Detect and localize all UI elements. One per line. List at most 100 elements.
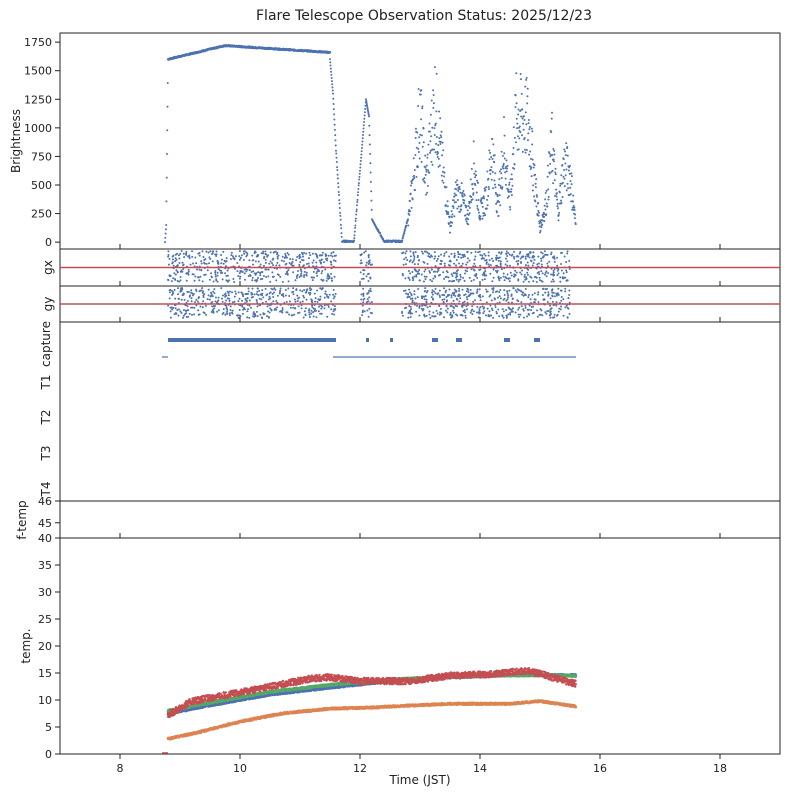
brightness-point	[469, 212, 471, 214]
brightness-point	[466, 220, 468, 222]
brightness-point	[331, 86, 333, 88]
brightness-point	[457, 199, 459, 201]
brightness-point	[441, 175, 443, 177]
gy-point	[234, 291, 236, 293]
brightness-point	[425, 169, 427, 171]
brightness-point	[361, 147, 363, 149]
gx-point	[536, 281, 538, 283]
gx-point	[456, 279, 458, 281]
brightness-point	[426, 171, 428, 173]
gy-point	[171, 308, 173, 310]
gy-point	[242, 313, 244, 315]
gy-point	[542, 294, 544, 296]
gy-point	[552, 317, 554, 319]
gx-point	[269, 281, 271, 283]
gy-point	[410, 316, 412, 318]
brightness-point	[526, 77, 528, 79]
brightness-point	[421, 107, 423, 109]
gx-point	[505, 253, 507, 255]
gx-point	[284, 253, 286, 255]
gy-point	[251, 293, 253, 295]
brightness-point	[451, 222, 453, 224]
gy-point	[171, 294, 173, 296]
gy-point	[368, 290, 370, 292]
gx-point	[499, 256, 501, 258]
brightness-point	[535, 206, 537, 208]
gx-point	[486, 261, 488, 263]
gy-point	[472, 292, 474, 294]
gx-point	[259, 274, 261, 276]
brightness-point	[538, 212, 540, 214]
brightness-point	[471, 183, 473, 185]
gx-point	[556, 257, 558, 259]
gx-point	[168, 274, 170, 276]
gx-point	[327, 275, 329, 277]
brightness-point	[516, 127, 518, 129]
brightness-point	[455, 194, 457, 196]
gx-point	[421, 273, 423, 275]
brightness-point	[414, 154, 416, 156]
brightness-point	[545, 192, 547, 194]
gy-point	[366, 309, 368, 311]
gx-point	[321, 270, 323, 272]
gy-point	[515, 311, 517, 313]
gx-point	[495, 259, 497, 261]
brightness-point	[523, 119, 525, 121]
gx-point	[544, 250, 546, 252]
gy-point	[279, 291, 281, 293]
x-axis-label: Time (JST)	[388, 773, 450, 787]
gy-point	[474, 299, 476, 301]
gy-point	[556, 301, 558, 303]
gy-point	[273, 287, 275, 289]
gy-point	[476, 292, 478, 294]
gy-point	[466, 298, 468, 300]
brightness-point	[476, 205, 478, 207]
gx-point	[496, 255, 498, 257]
gx-point	[261, 271, 263, 273]
brightness-point	[478, 199, 480, 201]
gy-point	[498, 315, 500, 317]
gy-point	[462, 310, 464, 312]
brightness-point	[502, 155, 504, 157]
gx-point	[258, 260, 260, 262]
brightness-point	[501, 151, 503, 153]
brightness-point	[459, 186, 461, 188]
brightness-point	[490, 166, 492, 168]
brightness-point	[335, 153, 337, 155]
brightness-point	[535, 178, 537, 180]
gx-point	[537, 256, 539, 258]
gx-point	[407, 276, 409, 278]
gx-point	[566, 253, 568, 255]
gy-point	[333, 313, 335, 315]
brightness-point	[407, 225, 409, 227]
gx-point	[366, 262, 368, 264]
gx-point	[527, 255, 529, 257]
gy-point	[445, 291, 447, 293]
gy-point	[525, 288, 527, 290]
gx-point	[277, 256, 279, 258]
gx-point	[203, 259, 205, 261]
gx-point	[506, 251, 508, 253]
gx-point	[308, 263, 310, 265]
gy-point	[432, 294, 434, 296]
brightness-point	[331, 83, 333, 85]
gx-point	[205, 251, 207, 253]
gx-point	[237, 275, 239, 277]
brightness-point	[512, 153, 514, 155]
brightness-point	[358, 176, 360, 178]
gy-point	[416, 305, 418, 307]
gy-point	[332, 294, 334, 296]
brightness-point	[573, 207, 575, 209]
gx-point	[538, 262, 540, 264]
gx-point	[456, 272, 458, 274]
brightness-point	[505, 178, 507, 180]
brightness-point	[336, 166, 338, 168]
gx-point	[509, 254, 511, 256]
gy-point	[470, 289, 472, 291]
gx-point	[368, 260, 370, 262]
brightness-point	[509, 206, 511, 208]
gy-point	[238, 291, 240, 293]
brightness-point	[166, 129, 168, 131]
gy-point	[411, 298, 413, 300]
brightness-point	[570, 172, 572, 174]
